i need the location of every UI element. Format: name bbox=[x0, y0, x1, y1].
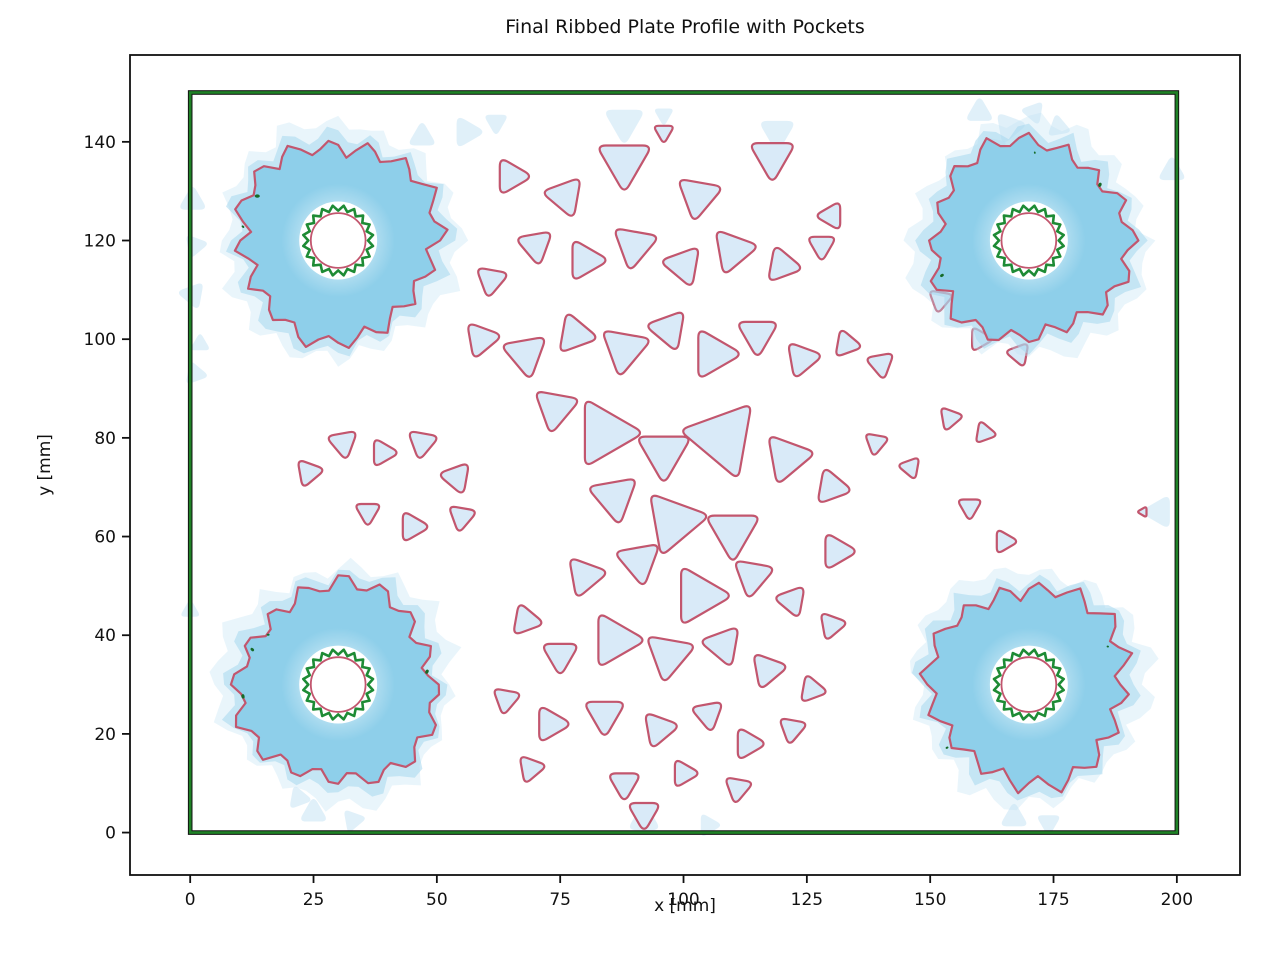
x-axis-label: x [mm] bbox=[654, 896, 716, 916]
svg-text:150: 150 bbox=[914, 890, 946, 910]
chart-title: Final Ribbed Plate Profile with Pockets bbox=[505, 16, 865, 38]
svg-text:100: 100 bbox=[667, 890, 699, 910]
y-axis-label: y [mm] bbox=[35, 434, 55, 496]
svg-text:120: 120 bbox=[84, 232, 116, 252]
svg-text:200: 200 bbox=[1161, 890, 1193, 910]
svg-text:125: 125 bbox=[791, 890, 823, 910]
svg-text:140: 140 bbox=[84, 133, 116, 153]
svg-text:175: 175 bbox=[1037, 890, 1069, 910]
svg-text:40: 40 bbox=[94, 626, 116, 646]
svg-text:100: 100 bbox=[84, 330, 116, 350]
svg-text:60: 60 bbox=[94, 528, 116, 548]
svg-text:0: 0 bbox=[185, 890, 196, 910]
svg-text:50: 50 bbox=[426, 890, 448, 910]
svg-text:0: 0 bbox=[105, 824, 116, 844]
svg-text:80: 80 bbox=[94, 429, 116, 449]
svg-text:20: 20 bbox=[94, 725, 116, 745]
svg-text:25: 25 bbox=[303, 890, 325, 910]
svg-text:75: 75 bbox=[549, 890, 571, 910]
